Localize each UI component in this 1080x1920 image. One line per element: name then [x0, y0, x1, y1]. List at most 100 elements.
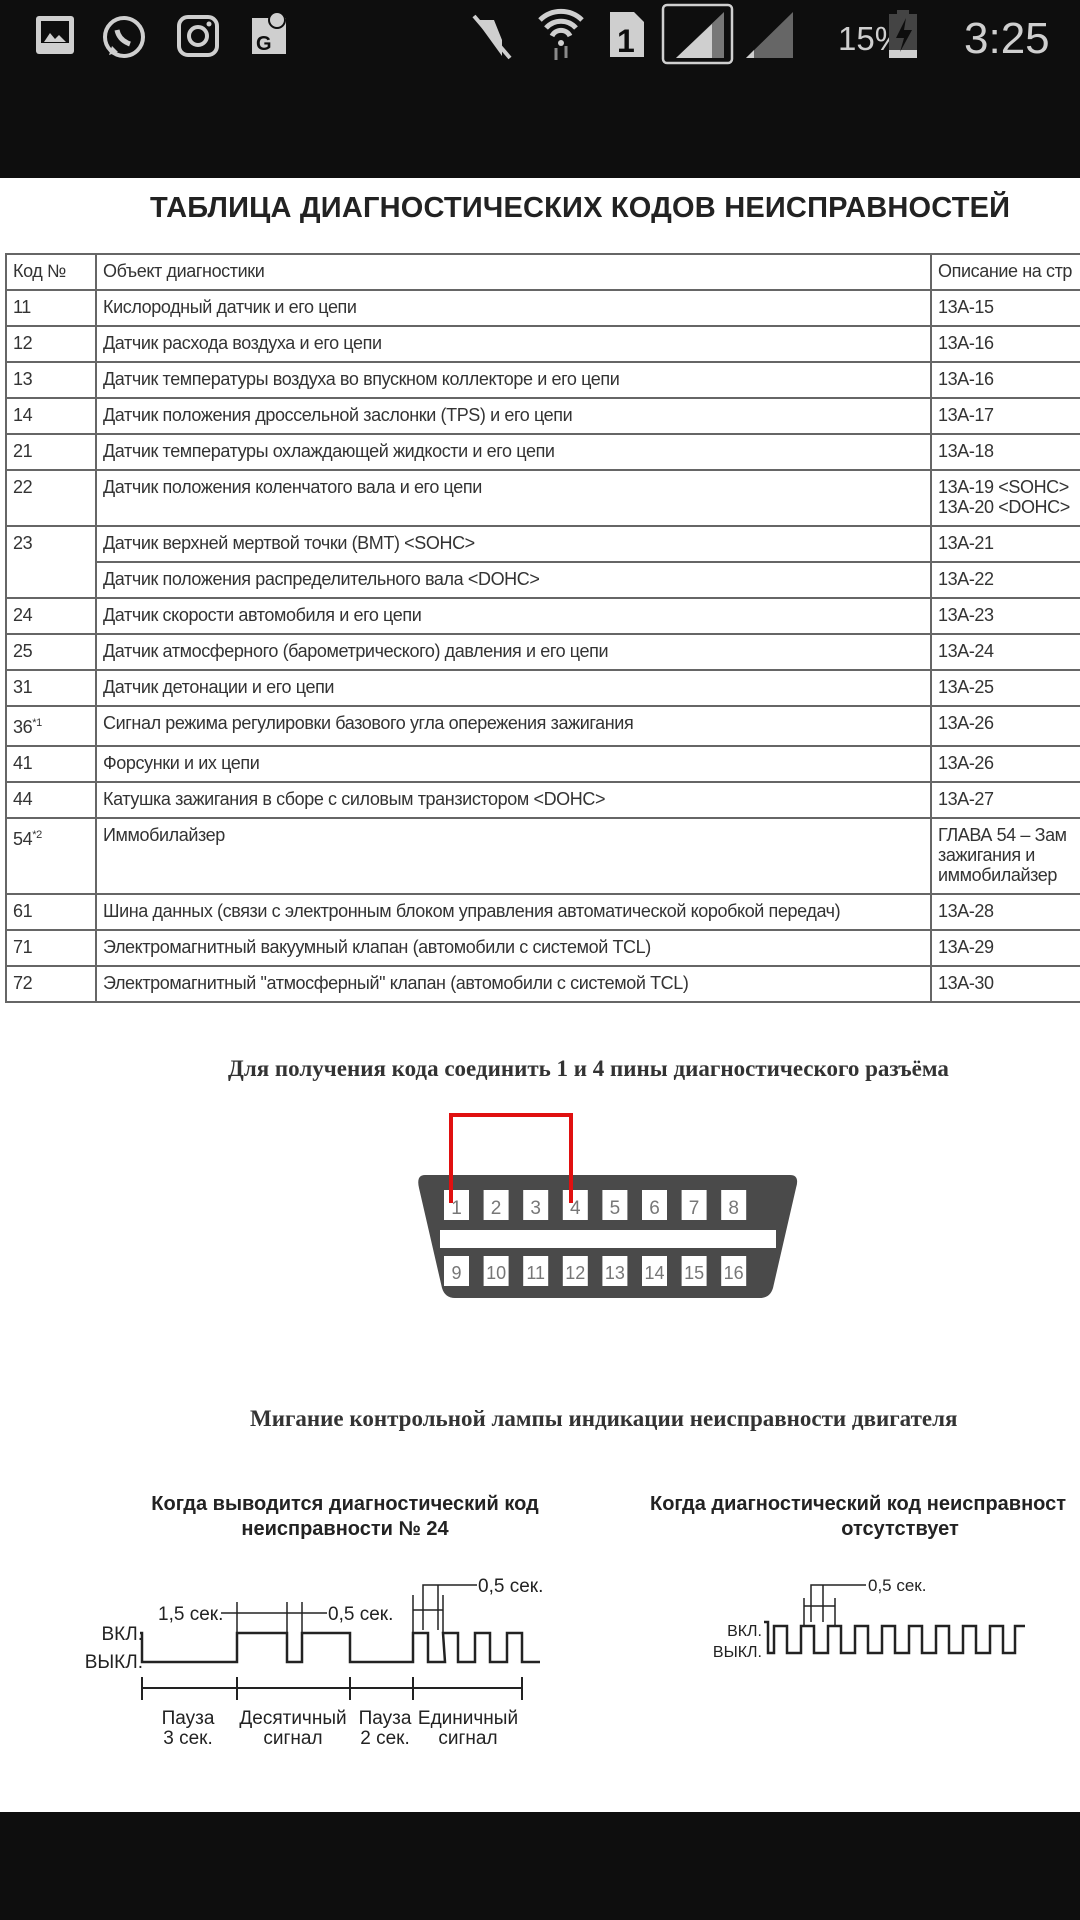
footnote-mark: *2 [32, 829, 42, 841]
pin-11 [523, 1256, 549, 1286]
obd-connector-diagram: 1 2 3 4 5 6 7 89 10 11 12 13 14 15 16 [418, 1113, 798, 1298]
cell-code: 12 [5, 325, 97, 363]
instagram-icon [177, 15, 219, 57]
cell-code: 11 [5, 289, 97, 327]
segment-label-2-line2: сигнал [263, 1728, 322, 1749]
cell-object: Датчик температуры воздуха во впускном к… [95, 361, 932, 399]
cell-code: 36*1 [5, 705, 97, 747]
segment-label-4: Единичный [418, 1708, 518, 1729]
pin-label: 11 [526, 1263, 545, 1283]
table-row: 12 Датчик расхода воздуха и его цепи 13A-1… [5, 325, 1080, 363]
cell-code: 23 [5, 525, 97, 599]
cell-code: 72 [5, 965, 97, 1003]
cell-code: 44 [5, 781, 97, 819]
table-row: 13 Датчик температуры воздуха во впускном… [5, 361, 1080, 399]
pin-label: 10 [486, 1263, 506, 1283]
cell-page: 13A-30 [930, 965, 1080, 1003]
table-row: 24 Датчик скорости автомобиля и его цепи 1… [5, 597, 1080, 635]
segment-label-1-line2: 3 сек. [163, 1728, 213, 1749]
cell-page: 13A-25 [930, 669, 1080, 707]
left-title-line2: неисправности № 24 [241, 1518, 449, 1540]
cell-object: Датчик положения коленчатого вала и его … [95, 469, 932, 527]
label-0-5-sec: 0,5 сек. [328, 1604, 393, 1625]
pin-label: 8 [728, 1198, 739, 1219]
battery-charging-icon [889, 10, 917, 58]
mute-icon [472, 14, 512, 60]
cell-object: Датчик детонации и его цепи [95, 669, 932, 707]
cell-page: 13A-16 [930, 361, 1080, 399]
cell-object: Датчик положения дроссельной заслонки (T… [95, 397, 932, 435]
cell-object: Иммобилайзер [95, 817, 932, 895]
pin-label: 7 [689, 1198, 700, 1219]
right-title-line2: отсутствует [841, 1518, 959, 1540]
cell-page: 13A-19 <SOHC> 13A-20 <DOHC> [930, 469, 1080, 527]
cell-page: 13A-29 [930, 929, 1080, 967]
pin-label: 12 [565, 1263, 585, 1283]
off-label-right: ВЫКЛ. [713, 1644, 762, 1661]
pin-label: 14 [644, 1263, 664, 1283]
segment-label-2: Десятичный [239, 1708, 346, 1729]
segment-label-3-line2: 2 сек. [360, 1728, 410, 1749]
pin-label: 15 [684, 1263, 704, 1283]
leader-line-top [412, 1584, 477, 1633]
table-row: 72 Электромагнитный "атмосферный" клапан … [5, 965, 1080, 1003]
signal-trace-no-code [764, 1620, 1025, 1655]
document-image: ТАБЛИЦА ДИАГНОСТИЧЕСКИХ КОДОВ НЕИСПРАВНО… [0, 178, 1080, 1812]
cell-code: 31 [5, 669, 97, 707]
dtc-table: Код № Объект диагностики Описание на стр… [5, 253, 1080, 1003]
header-object: Объект диагностики [95, 253, 932, 291]
table-row: 36*1 Сигнал режима регулировки базового у… [5, 705, 1080, 747]
pin-label: 9 [451, 1263, 461, 1283]
table-row: 71 Электромагнитный вакуумный клапан (авт… [5, 929, 1080, 967]
cell-page: 13A-28 [930, 893, 1080, 931]
table-row: 22 Датчик положения коленчатого вала и ег… [5, 469, 1080, 527]
pin-5 [602, 1190, 628, 1220]
segment-label-1: Пауза [162, 1708, 215, 1729]
cell-code: 41 [5, 745, 97, 783]
blink-caption: Мигание контрольной лампы индикации неис… [250, 1406, 958, 1431]
cell-page: 13A-24 [930, 633, 1080, 671]
cell-code: 14 [5, 397, 97, 435]
off-label: ВЫКЛ. [85, 1652, 143, 1673]
pin-3 [523, 1190, 549, 1220]
leader-line-right [803, 1584, 866, 1626]
pin-label: 16 [724, 1263, 744, 1283]
table-row: 23 Датчик верхней мертвой точки (ВМТ) <SO… [5, 525, 1080, 599]
table-row: 25 Датчик атмосферного (барометрического)… [5, 633, 1080, 671]
cell-page: 13A-15 [930, 289, 1080, 327]
cell-object: Датчик верхней мертвой точки (ВМТ) <SOHC… [95, 525, 932, 563]
table-row: Датчик положения распределительного вала… [6, 561, 1080, 599]
cell-object: Сигнал режима регулировки базового угла … [95, 705, 932, 747]
connector-caption: Для получения кода соединить 1 и 4 пины … [228, 1056, 949, 1081]
cell-page: ГЛАВА 54 – Зам зажигания и иммобилайзер [930, 817, 1080, 895]
pin-8 [721, 1190, 747, 1220]
jumper-wire [449, 1113, 573, 1203]
table-row: 61 Шина данных (связи с электронным блоко… [5, 893, 1080, 931]
cell-code: 24 [5, 597, 97, 635]
cell-page: 13A-21 [930, 525, 1080, 563]
cell-page: 13A-27 [930, 781, 1080, 819]
pin-10 [483, 1256, 509, 1286]
sim1-icon: 1 [610, 12, 644, 59]
connector-slot [440, 1230, 776, 1248]
right-title-line1: Когда диагностический код неисправност [650, 1493, 1066, 1515]
header-page: Описание на стр [930, 253, 1080, 291]
pin-14 [642, 1256, 667, 1286]
cell-code: 25 [5, 633, 97, 671]
signal-trace-code-24 [140, 1631, 540, 1664]
cell-code: 71 [5, 929, 97, 967]
google-maps-icon: G [252, 11, 286, 55]
clock-time: 3:25 [964, 14, 1050, 63]
cell-object: Датчик скорости автомобиля и его цепи [95, 597, 932, 635]
wifi-icon [538, 8, 584, 60]
footnote-mark: *1 [32, 717, 42, 729]
table-header-row: Код № Объект диагностики Описание на стр [5, 253, 1080, 291]
table-row: 14 Датчик положения дроссельной заслонки … [5, 397, 1080, 435]
cell-object: Датчик расхода воздуха и его цепи [95, 325, 932, 363]
left-title-line1: Когда выводится диагностический код [151, 1493, 539, 1515]
pin-16 [721, 1256, 747, 1286]
cell-code: 22 [5, 469, 97, 527]
pin-15 [681, 1256, 707, 1286]
cell-object: Кислородный датчик и его цепи [95, 289, 932, 327]
pin-1 [444, 1190, 469, 1220]
